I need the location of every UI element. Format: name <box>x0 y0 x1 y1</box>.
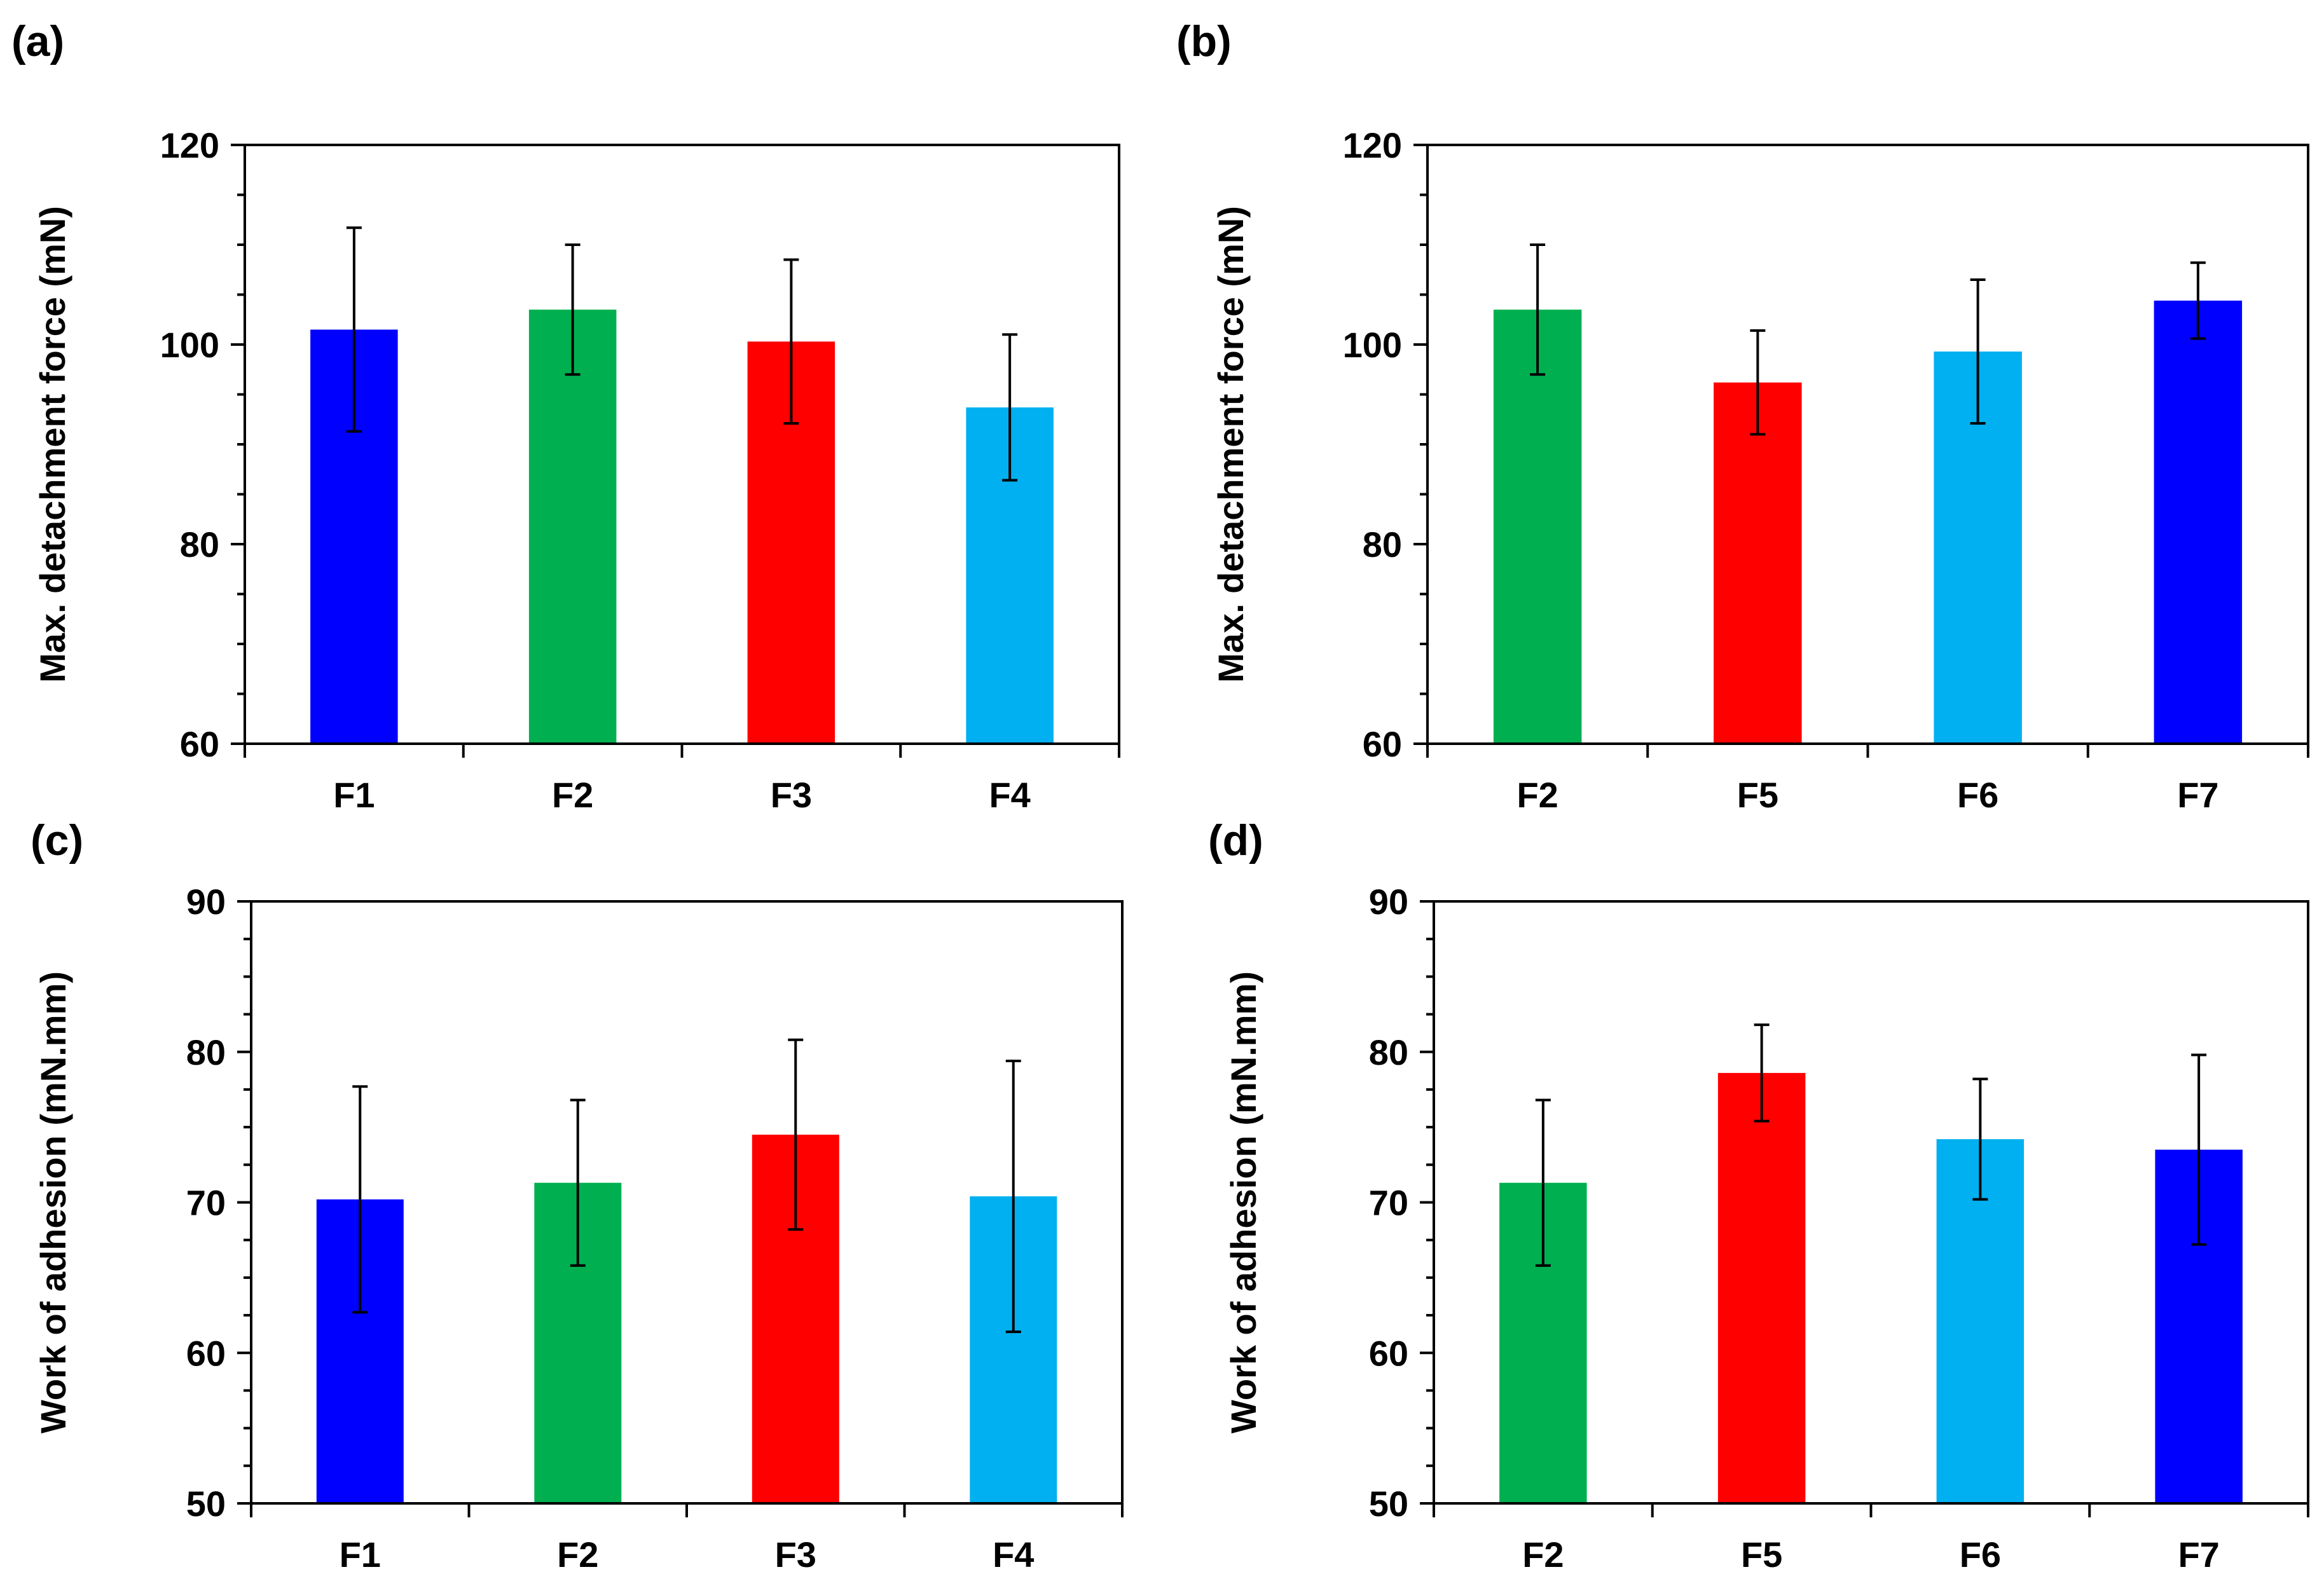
y-tick-label: 70 <box>1369 1183 1408 1223</box>
panel-label: (d) <box>1208 816 1263 865</box>
panel-d: (d) 50 60 70 80 90 F2 F5 F6 F7 Work of adhesion (m… <box>1208 816 2309 1575</box>
x-tick-label: F4 <box>989 775 1030 815</box>
error-bar-f7 <box>2191 1053 2207 1246</box>
y-tick-label: 80 <box>186 1032 226 1072</box>
error-bar-f1 <box>346 226 362 433</box>
x-tick-label: F3 <box>771 775 812 815</box>
bar-f2 <box>1493 310 1582 744</box>
error-bar-f7 <box>2190 261 2206 340</box>
x-tick-label: F1 <box>340 1535 381 1575</box>
y-tick-label: 80 <box>1369 1032 1408 1072</box>
x-tick-label: F4 <box>993 1535 1034 1575</box>
error-bar-f3 <box>783 258 799 425</box>
x-tick-label: F6 <box>1957 775 1998 815</box>
y-axis-title: Work of adhesion (mN.mm) <box>33 971 73 1433</box>
x-tick-label: F2 <box>1516 775 1558 815</box>
y-tick-label: 60 <box>1369 1333 1408 1373</box>
y-tick-label: 120 <box>160 125 219 165</box>
y-tick-label: 70 <box>186 1183 226 1223</box>
error-bar-f2 <box>1535 1098 1551 1267</box>
y-axis-title: Max. detachment force (mN) <box>1211 206 1251 683</box>
panel-a: (a) 60 80 100 120 F1 F2 F3 F4 Max. detachment for… <box>11 17 1120 815</box>
x-tick-label: F7 <box>2178 1535 2219 1575</box>
y-tick-label: 50 <box>1369 1484 1408 1524</box>
x-tick-label: F7 <box>2177 775 2218 815</box>
error-bar-f4 <box>1005 1059 1021 1334</box>
bar-f5 <box>1714 382 1802 744</box>
y-tick-label: 60 <box>186 1333 226 1373</box>
x-tick-label: F2 <box>1522 1535 1564 1575</box>
panel-c: (c) 50 60 70 80 90 F1 F2 F3 F4 Work of adhesion (m… <box>31 816 1124 1575</box>
error-bar-f2 <box>570 1098 586 1267</box>
panel-b: (b) 60 80 100 120 F2 F5 F6 F7 Max. detachment for… <box>1176 17 2309 815</box>
x-tick-label: F6 <box>1960 1535 2001 1575</box>
x-tick-label: F2 <box>552 775 593 815</box>
x-tick-label: F1 <box>333 775 375 815</box>
y-tick-label: 80 <box>1363 524 1402 564</box>
bar-f5 <box>1717 1072 1806 1503</box>
y-axis-title: Max. detachment force (mN) <box>32 206 72 683</box>
error-bar-f5 <box>1754 1023 1770 1123</box>
bar-f7 <box>2154 300 2243 744</box>
error-bar-f6 <box>1970 278 1986 425</box>
y-tick-label: 120 <box>1343 125 1402 165</box>
error-bar-f1 <box>352 1085 368 1314</box>
x-tick-label: F5 <box>1741 1535 1782 1575</box>
x-tick-label: F5 <box>1737 775 1778 815</box>
y-tick-label: 60 <box>1363 724 1402 764</box>
y-tick-label: 60 <box>180 724 219 764</box>
y-tick-label: 90 <box>1369 882 1408 922</box>
error-bar-f2 <box>1530 243 1546 376</box>
error-bar-f3 <box>788 1038 804 1231</box>
panel-label: (a) <box>11 17 64 65</box>
y-tick-label: 90 <box>186 882 226 922</box>
panel-label: (c) <box>31 816 83 865</box>
error-bar-f2 <box>565 243 581 376</box>
panel-label: (b) <box>1176 17 1232 65</box>
y-tick-label: 100 <box>160 325 219 365</box>
error-bar-f6 <box>1972 1077 1988 1201</box>
y-tick-label: 80 <box>180 524 219 564</box>
y-axis-title: Work of adhesion (mN.mm) <box>1223 971 1263 1433</box>
y-tick-label: 100 <box>1343 325 1402 365</box>
error-bar-f5 <box>1750 329 1766 436</box>
error-bar-f4 <box>1002 333 1018 482</box>
x-tick-label: F3 <box>775 1535 816 1575</box>
bar-f2 <box>528 310 617 744</box>
x-tick-label: F2 <box>557 1535 598 1575</box>
y-tick-label: 50 <box>186 1484 226 1524</box>
